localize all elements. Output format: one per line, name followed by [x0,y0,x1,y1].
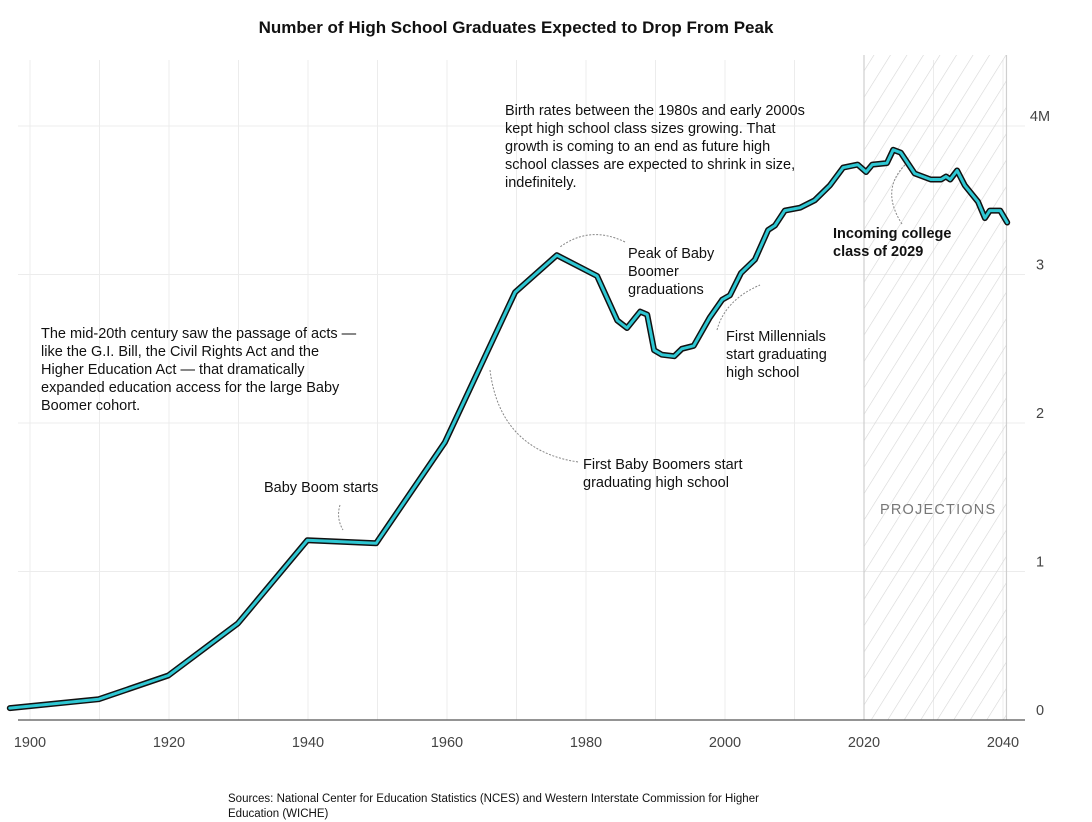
arrow-class-2029 [891,164,906,225]
projections-label: PROJECTIONS [880,502,997,518]
arrow-peak-boomers [559,234,626,248]
x-tick-label: 2040 [987,735,1019,751]
x-tick-label: 1900 [14,735,46,751]
y-tick-label: 2 [1036,406,1044,422]
y-tick-label: 4M [1030,109,1050,125]
projection-region [864,55,1007,720]
x-tick-label: 1940 [292,735,324,751]
chart-title: Number of High School Graduates Expected… [258,18,774,37]
annotation-peak-boomers: Peak of Baby Boomer graduations [628,246,715,298]
x-tick-label: 1980 [570,735,602,751]
annotation-first-boomers: First Baby Boomers start graduating high… [583,457,743,491]
x-tick-label: 1920 [153,735,185,751]
source-note: Sources: National Center for Education S… [228,793,759,820]
annotation-millennials: First Millennials start graduating high … [726,329,827,381]
annotation-baby-boom: Baby Boom starts [264,480,379,496]
annotation-class-2029: Incoming college class of 2029 [833,226,952,260]
annotation-birth-rates: Birth rates between the 1980s and early … [505,103,805,191]
x-tick-label: 2000 [709,735,741,751]
arrow-first-boomers [489,369,579,463]
y-tick-label: 3 [1036,258,1044,274]
x-tick-label: 2020 [848,735,880,751]
annotation-acts: The mid-20th century saw the passage of … [41,326,357,414]
series-line [8,148,1009,710]
y-tick-label: 0 [1036,703,1044,719]
arrow-millennials [716,284,761,331]
arrow-baby-boom [338,504,344,531]
y-tick-label: 1 [1036,555,1044,571]
x-tick-label: 1960 [431,735,463,751]
